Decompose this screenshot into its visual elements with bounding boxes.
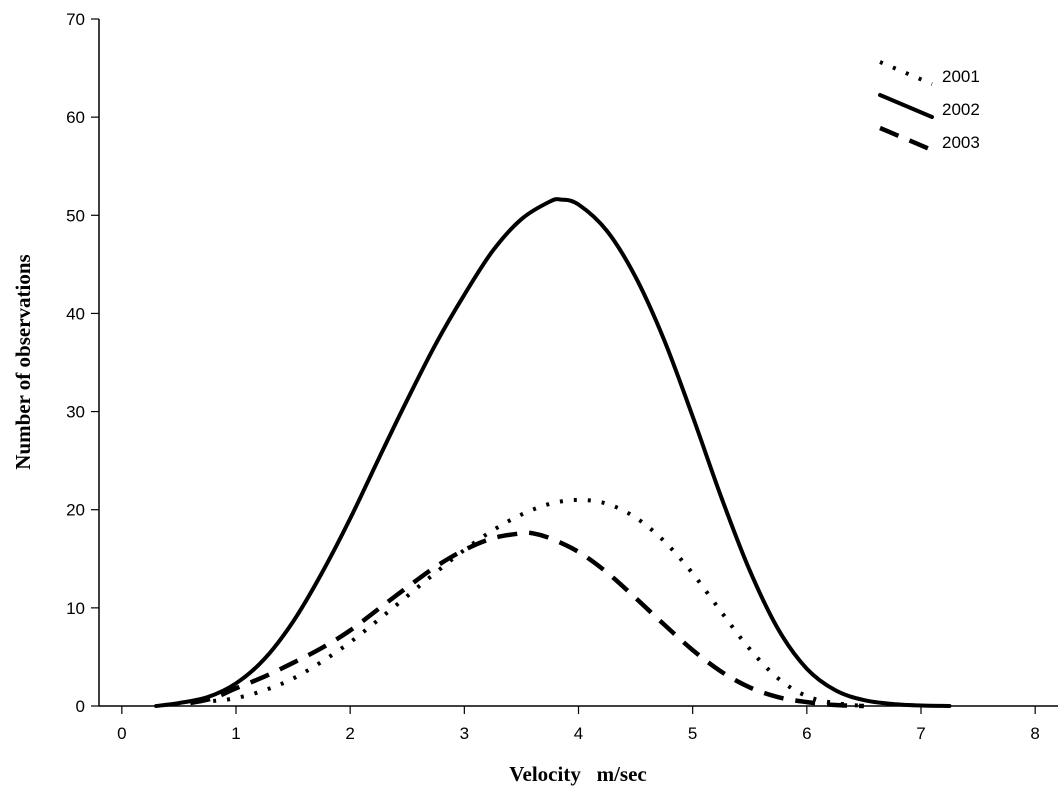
x-tick-label: 4: [574, 724, 583, 743]
y-axis-title: Number of observations: [11, 254, 35, 469]
x-tick-label: 3: [460, 724, 469, 743]
legend-swatch-2003: [879, 125, 933, 153]
x-axis-title: Velocity m/sec: [509, 762, 646, 786]
y-tick-label: 70: [66, 10, 85, 29]
series-line-2002: [154, 197, 952, 708]
y-tick-label: 0: [76, 697, 85, 716]
legend-label-2003: 2003: [942, 133, 980, 152]
chart-axes: 0 10 20 30 40 50 60 70 0 1 2 3 4 5 6 7 8: [66, 10, 1058, 743]
x-tick-label: 6: [802, 724, 811, 743]
legend-swatch-2002: [878, 93, 934, 119]
x-tick-label: 1: [231, 724, 240, 743]
series-layer: [154, 197, 952, 709]
legend: 2001 2002 2003: [878, 60, 980, 153]
y-tick-label: 40: [66, 304, 85, 323]
y-tick-label: 10: [66, 599, 85, 618]
legend-label-2002: 2002: [942, 100, 980, 119]
y-tick-label: 20: [66, 501, 85, 520]
x-tick-label: 5: [688, 724, 697, 743]
x-tick-label: 7: [916, 724, 925, 743]
x-tick-label: 8: [1030, 724, 1039, 743]
x-tick-label: 0: [117, 724, 126, 743]
legend-swatch-2001: [879, 60, 933, 86]
y-tick-label: 60: [66, 108, 85, 127]
y-tick-label: 30: [66, 403, 85, 422]
legend-label-2001: 2001: [942, 67, 980, 86]
series-line-2001: [212, 497, 865, 708]
series-line-2003: [189, 530, 864, 709]
x-tick-label: 2: [345, 724, 354, 743]
y-tick-label: 50: [66, 206, 85, 225]
